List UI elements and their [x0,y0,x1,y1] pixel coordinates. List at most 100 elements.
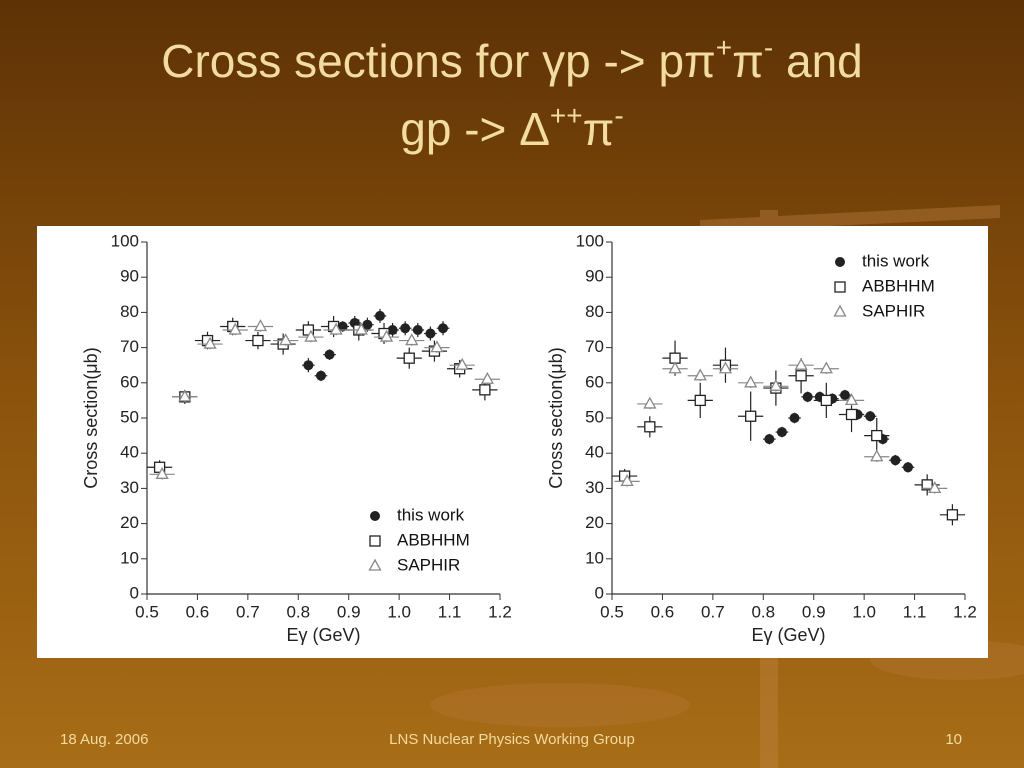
y-tick-label: 10 [585,548,604,567]
marker-circle [425,328,436,339]
legend-label: SAPHIR [862,301,925,320]
marker-triangle [668,361,682,374]
marker-triangle [253,319,268,332]
marker-square [369,535,381,547]
legend-label: this work [397,505,465,524]
title-text: and [773,35,863,87]
marker-circle [374,310,385,321]
x-tick-label: 1.2 [953,602,977,621]
marker-triangle [279,333,293,346]
y-tick-label: 20 [585,513,604,532]
y-tick-label: 0 [595,583,604,602]
title-text: π [732,35,764,87]
marker-square [795,370,807,382]
marker-circle [362,319,373,330]
legend-label: ABBHHM [862,276,935,295]
x-axis-label: Eγ (GeV) [751,625,825,645]
slide-title-line: Cross sections for γp -> pπ+π- and [161,32,863,87]
y-tick-label: 20 [120,513,139,532]
superscript: + [716,32,732,63]
y-tick-label: 80 [120,302,139,321]
marker-triangle [455,357,469,370]
marker-triangle [329,322,343,335]
footer-page: 10 [945,731,962,748]
legend-label: SAPHIR [397,555,460,574]
marker-triangle [620,474,634,487]
marker-circle [315,370,326,381]
marker-triangle [354,322,368,335]
marker-triangle [480,371,494,384]
marker-triangle [178,389,192,402]
x-tick-label: 1.1 [438,602,462,621]
y-tick-label: 100 [576,231,604,250]
title-text: Cross sections for γp -> pπ [161,35,716,87]
marker-triangle [155,466,169,479]
marker-circle [764,434,775,445]
y-tick-label: 90 [120,267,139,286]
x-tick-label: 0.8 [751,602,775,621]
marker-circle [412,325,423,335]
marker-square [479,384,491,396]
marker-square [845,408,858,421]
x-tick-label: 1.1 [903,602,927,621]
marker-circle [865,411,876,422]
marker-triangle [769,378,783,391]
marker-circle [903,462,914,473]
y-tick-label: 30 [585,478,604,497]
y-tick-label: 40 [120,443,139,462]
superscript: - [764,32,773,63]
x-tick-label: 0.9 [337,602,361,621]
marker-triangle [203,336,217,349]
marker-triangle [228,322,242,335]
x-tick-label: 1.0 [387,602,411,621]
slide-title-line: gp -> Δ++π- [400,100,623,155]
marker-circle [839,390,850,401]
y-axis-label: Cross section(μb) [546,347,566,488]
marker-square [871,429,883,442]
y-tick-label: 10 [120,548,139,567]
legend-label: ABBHHM [397,530,470,549]
x-tick-label: 0.7 [701,602,725,621]
figure-panel [37,226,988,658]
marker-circle [802,391,813,402]
marker-square [946,509,959,521]
x-tick-label: 0.8 [286,602,310,621]
x-tick-label: 1.2 [488,602,512,621]
x-tick-label: 1.0 [852,602,876,621]
x-tick-label: 0.7 [236,602,260,621]
marker-triangle [693,368,707,381]
marker-circle [303,360,314,371]
marker-circle [776,427,787,438]
marker-square [694,394,706,407]
marker-triangle [870,449,884,462]
x-tick-label: 0.5 [135,602,159,621]
x-tick-label: 0.9 [802,602,826,621]
y-tick-label: 90 [585,267,604,286]
marker-triangle [794,357,808,370]
marker-square [644,421,656,433]
marker-triangle [819,361,833,374]
marker-square [403,352,415,364]
marker-square [252,334,264,347]
marker-triangle [368,558,382,571]
marker-circle [835,257,845,267]
superscript: ++ [550,100,583,131]
marker-circle [324,349,335,360]
x-tick-label: 0.5 [600,602,624,621]
footer-center: LNS Nuclear Physics Working Group [389,731,635,748]
marker-square [745,410,757,422]
title-text: gp -> Δ [400,103,550,155]
marker-square [834,281,846,293]
footer-date: 18 Aug. 2006 [60,731,148,748]
y-tick-label: 0 [130,583,139,602]
y-tick-label: 40 [585,443,604,462]
marker-triangle [844,393,859,406]
y-axis-label: Cross section(μb) [81,347,101,488]
title-text: π [583,103,615,155]
legend-label: this work [862,251,930,270]
y-tick-label: 60 [585,372,604,391]
marker-circle [438,323,449,334]
y-tick-label: 50 [120,407,139,426]
y-tick-label: 70 [120,337,139,356]
